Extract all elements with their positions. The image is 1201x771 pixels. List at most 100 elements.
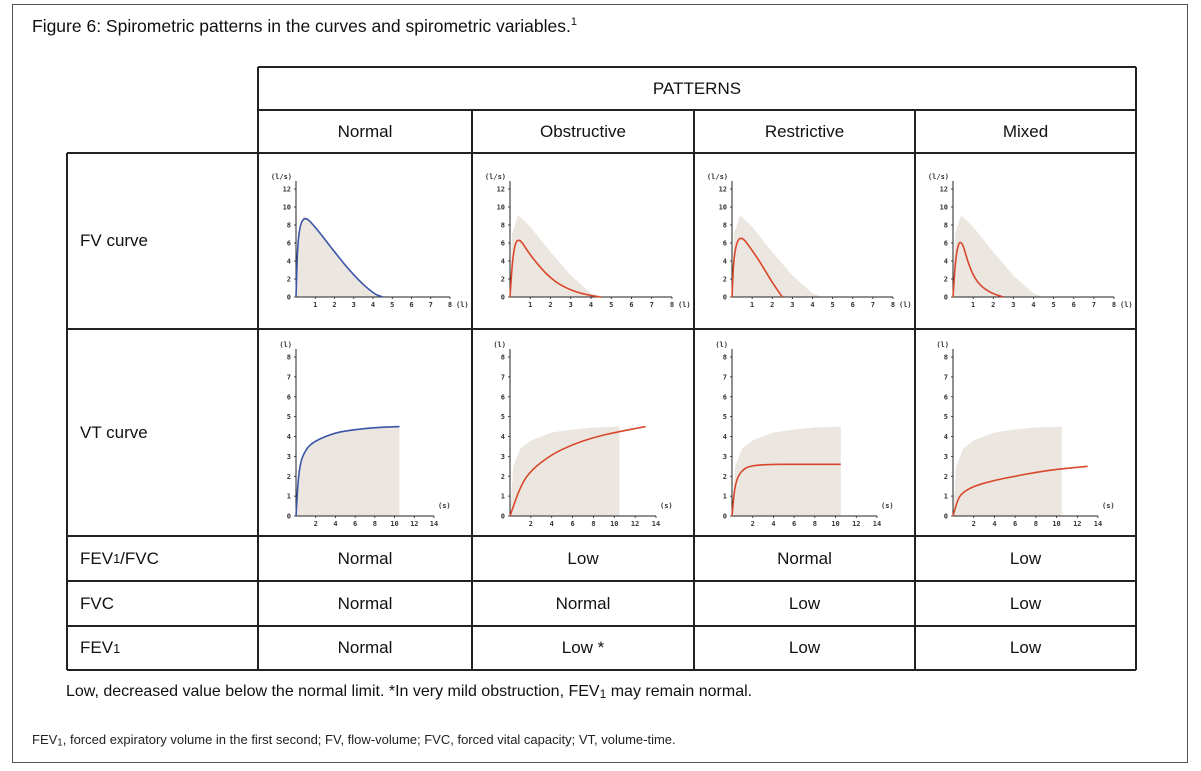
x-unit-label: (s) <box>660 502 673 510</box>
y-tick-label: 2 <box>944 276 948 284</box>
row-label-fvc: FVC <box>80 593 114 613</box>
y-unit-label: (l) <box>715 341 728 349</box>
series-line-normal <box>295 217 383 298</box>
y-tick-label: 12 <box>719 186 727 194</box>
y-tick-label: 3 <box>287 453 291 461</box>
x-unit-label: (s) <box>881 502 894 510</box>
x-tick-label: 10 <box>1052 520 1060 528</box>
y-unit-label: (l/s) <box>271 173 292 181</box>
cell-fev1-restrictive: Low <box>788 638 821 657</box>
y-tick-label: 6 <box>723 393 727 401</box>
y-tick-label: 1 <box>944 493 948 501</box>
x-tick-label: 6 <box>1013 520 1017 528</box>
series-line-normal <box>295 425 400 517</box>
reference-band <box>510 426 620 516</box>
x-tick-label: 8 <box>1112 301 1116 309</box>
x-unit-label: (l) <box>456 301 469 309</box>
y-tick-label: 3 <box>944 453 948 461</box>
series-line-obstructive <box>509 425 646 517</box>
y-tick-label: 8 <box>501 222 505 230</box>
x-tick-label: 3 <box>569 301 573 309</box>
cell-fev1fvc-obstructive: Low <box>567 548 599 568</box>
y-tick-label: 6 <box>501 393 505 401</box>
y-tick-label: 3 <box>723 453 727 461</box>
y-tick-label: 2 <box>287 276 291 284</box>
cell-fvc-mixed: Low <box>1009 593 1042 613</box>
x-tick-label: 12 <box>410 520 418 528</box>
cell-fev1fvc-normal: Normal <box>337 548 393 568</box>
col-header-mixed: Mixed <box>1002 121 1049 141</box>
y-tick-label: 6 <box>723 240 727 248</box>
y-tick-label: 5 <box>501 413 505 421</box>
x-unit-label: (l) <box>678 301 691 309</box>
x-tick-label: 4 <box>550 520 554 528</box>
y-tick-label: 1 <box>723 493 727 501</box>
y-tick-label: 0 <box>723 294 727 302</box>
x-tick-label: 12 <box>631 520 639 528</box>
y-tick-label: 8 <box>944 354 948 362</box>
x-tick-label: 5 <box>609 301 613 309</box>
x-tick-label: 12 <box>1073 520 1081 528</box>
y-tick-label: 2 <box>501 276 505 284</box>
x-tick-label: 6 <box>570 520 574 528</box>
y-tick-label: 10 <box>940 204 948 212</box>
col-header-restrictive: Restrictive <box>764 121 845 141</box>
series-line-obstructive <box>509 239 602 298</box>
x-tick-label: 5 <box>1052 301 1056 309</box>
x-tick-label: 1 <box>971 301 975 309</box>
y-tick-label: 10 <box>719 204 727 212</box>
series-line-mixed <box>952 241 1004 298</box>
reference-band <box>510 215 602 297</box>
y-tick-label: 7 <box>501 373 505 381</box>
x-tick-label: 12 <box>852 520 860 528</box>
x-unit-label: (s) <box>438 502 451 510</box>
y-tick-label: 6 <box>944 393 948 401</box>
x-tick-label: 4 <box>333 520 337 528</box>
y-tick-label: 5 <box>287 413 291 421</box>
y-tick-label: 4 <box>944 433 948 441</box>
x-tick-label: 2 <box>314 520 318 528</box>
y-tick-label: 10 <box>283 204 291 212</box>
y-tick-label: 7 <box>287 373 291 381</box>
y-tick-label: 4 <box>501 258 505 266</box>
y-tick-label: 4 <box>944 258 948 266</box>
x-tick-label: 14 <box>873 520 881 528</box>
x-tick-label: 2 <box>332 301 336 309</box>
y-tick-label: 6 <box>501 240 505 248</box>
y-tick-label: 1 <box>287 493 291 501</box>
x-tick-label: 14 <box>652 520 660 528</box>
x-tick-label: 6 <box>1072 301 1076 309</box>
x-tick-label: 5 <box>831 301 835 309</box>
y-tick-label: 8 <box>287 222 291 230</box>
reference-band <box>953 215 1044 297</box>
y-tick-label: 2 <box>287 473 291 481</box>
cell-fev1-mixed: Low <box>1009 638 1042 657</box>
y-tick-label: 0 <box>501 294 505 302</box>
figure-frame <box>12 4 1188 763</box>
y-tick-label: 7 <box>723 373 727 381</box>
y-tick-label: 4 <box>723 433 727 441</box>
reference-band <box>296 215 383 297</box>
y-tick-label: 4 <box>287 433 291 441</box>
x-tick-label: 10 <box>390 520 398 528</box>
cell-fev1fvc-mixed: Low <box>1009 548 1042 568</box>
y-tick-label: 8 <box>944 222 948 230</box>
x-tick-label: 8 <box>373 520 377 528</box>
y-tick-label: 8 <box>723 222 727 230</box>
y-tick-label: 8 <box>501 354 505 362</box>
y-tick-label: 10 <box>497 204 505 212</box>
series-line-mixed <box>952 465 1088 517</box>
y-tick-label: 8 <box>287 354 291 362</box>
y-tick-label: 5 <box>723 413 727 421</box>
footnote-low-definition: Low, decreased value below the normal li… <box>66 683 753 701</box>
cell-fev1-normal: Normal <box>337 638 393 657</box>
x-tick-label: 4 <box>589 301 593 309</box>
y-unit-label: (l) <box>493 341 506 349</box>
y-tick-label: 7 <box>944 373 948 381</box>
x-tick-label: 10 <box>831 520 839 528</box>
x-tick-label: 1 <box>750 301 754 309</box>
